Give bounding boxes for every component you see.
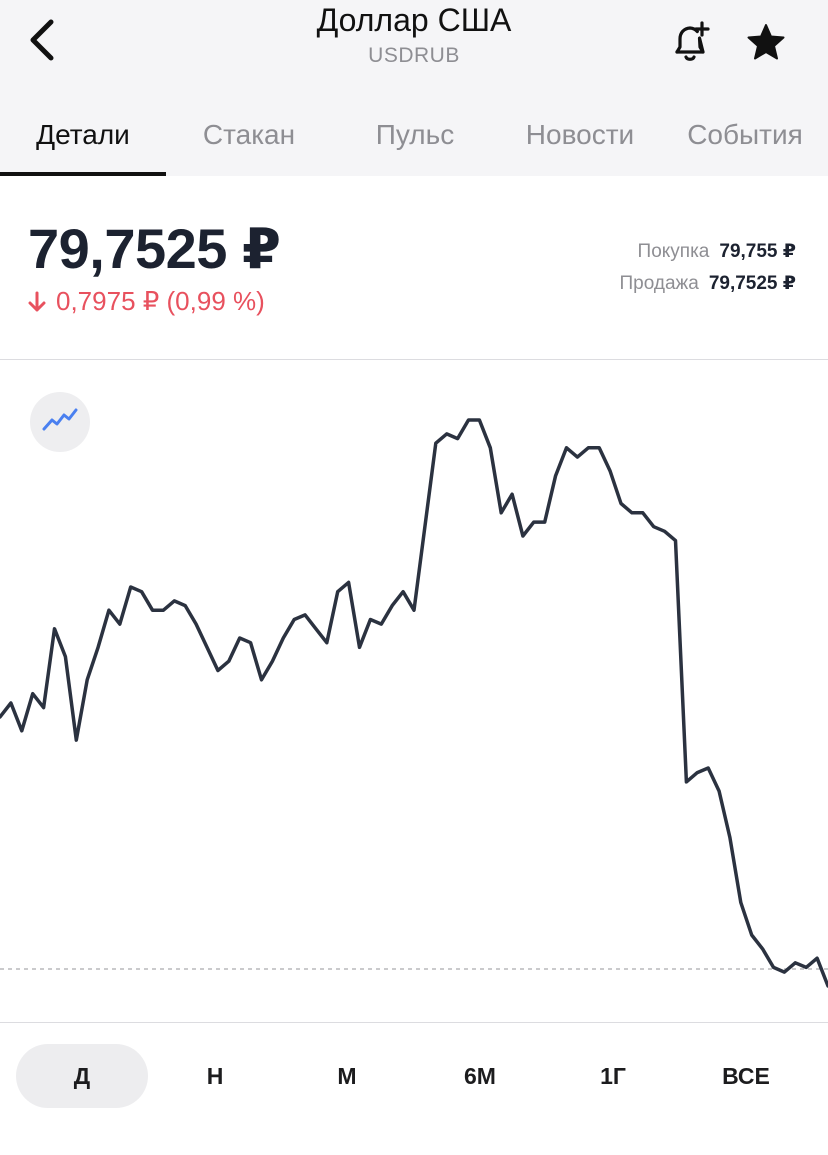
back-button[interactable] [18, 14, 66, 70]
current-price: 79,7525 ₽ [28, 217, 281, 280]
chart-type-button[interactable] [30, 392, 90, 452]
tab-events[interactable]: События [687, 119, 803, 150]
tab-news[interactable]: Новости [525, 119, 635, 150]
price-change-value: 0,7975 ₽ (0,99 %) [56, 286, 265, 316]
buy-value: 79,755 ₽ [719, 241, 796, 262]
period-all[interactable]: ВСЕ [722, 1062, 770, 1089]
bid-ask-block: Покупка 79,755 ₽ Продажа 79,7525 ₽ [620, 240, 797, 304]
line-chart-icon [41, 407, 79, 438]
divider [0, 359, 828, 360]
price-block: 79,7525 ₽ 0,7975 ₽ (0,99 %) [28, 214, 281, 317]
top-bar: Доллар США USDRUB Детали Стакан Пульс Но… [0, 0, 828, 176]
star-icon [746, 22, 786, 67]
sell-value: 79,7525 ₽ [708, 273, 796, 294]
period-day[interactable]: Д [16, 1044, 148, 1108]
period-year[interactable]: 1Г [600, 1062, 626, 1089]
ticker-label: USDRUB [368, 44, 460, 67]
buy-label: Покупка [637, 241, 710, 262]
sell-row: Продажа 79,7525 ₽ [620, 272, 797, 304]
price-change: 0,7975 ₽ (0,99 %) [28, 286, 280, 317]
tab-bar: Детали Стакан Пульс Новости События [0, 94, 828, 176]
period-week[interactable]: Н [206, 1062, 224, 1089]
tab-details[interactable]: Детали [0, 94, 166, 176]
tab-order-book[interactable]: Стакан [202, 119, 296, 150]
series-line [0, 418, 828, 988]
price-chart[interactable] [0, 360, 828, 1022]
chevron-left-icon [27, 18, 57, 67]
favorite-button[interactable] [738, 16, 794, 72]
add-alert-button[interactable] [662, 16, 718, 72]
buy-row: Покупка 79,755 ₽ [620, 240, 796, 272]
title-block: Доллар США USDRUB [164, 0, 664, 68]
page-title: Доллар США [316, 2, 512, 38]
divider [0, 1022, 828, 1023]
arrow-down-icon [28, 291, 46, 313]
sell-label: Продажа [619, 273, 699, 294]
bell-plus-icon [669, 20, 711, 69]
tab-pulse[interactable]: Пульс [375, 119, 455, 150]
period-selector: Д Н М 6М 1Г ВСЕ [16, 1044, 812, 1108]
period-6-months[interactable]: 6М [464, 1062, 496, 1089]
period-month[interactable]: М [337, 1062, 357, 1089]
